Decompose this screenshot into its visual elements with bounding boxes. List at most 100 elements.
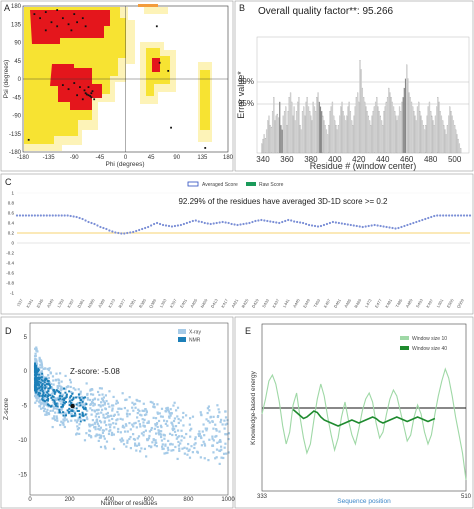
errat-95-label: 95%	[238, 99, 254, 108]
prosa-xray-point	[61, 393, 65, 396]
errat-bar	[352, 125, 354, 154]
errat-bar	[443, 125, 445, 154]
verify3d-residue-label: A421	[230, 297, 239, 308]
prosa-xray-point	[161, 415, 164, 418]
prosa-xray-point	[205, 427, 209, 430]
verify3d-residue-label: A369	[97, 297, 106, 308]
verify3d-point	[66, 214, 69, 217]
prosa-nmr-point	[49, 405, 52, 408]
prosa-xray-point	[128, 421, 131, 425]
prosa-xray-point	[107, 402, 110, 405]
prosa-xray-point	[162, 447, 165, 450]
verify3d-point	[409, 222, 412, 226]
prosa-xray-point	[94, 435, 97, 438]
rama-point	[39, 17, 41, 20]
verify3d-point	[385, 225, 388, 229]
prosa-xray-point	[69, 385, 72, 389]
prosa-xray-point	[149, 400, 152, 404]
prosa-nmr-point	[38, 383, 41, 386]
prosa-xray-point	[156, 425, 159, 429]
verify3d-point	[352, 224, 355, 227]
prosa-xray-point	[63, 419, 66, 422]
errat-bar	[388, 87, 390, 154]
prosa-xray-point	[135, 444, 139, 447]
prosa-x-tick: 800	[183, 497, 194, 503]
verify3d-point	[45, 214, 48, 217]
errat-bar	[436, 106, 438, 154]
prosa-xray-point	[208, 409, 211, 412]
prosa-xray-point	[180, 429, 183, 432]
prosa-xray-point	[145, 409, 148, 412]
verify3d-point	[453, 214, 457, 217]
prosa-nmr-point	[73, 414, 76, 417]
prosa-xray-point	[70, 390, 73, 394]
errat-bar	[311, 120, 313, 154]
verify3d-point	[418, 219, 421, 223]
prosa-xray-point	[173, 430, 177, 433]
prosa-xray-point	[42, 385, 45, 388]
verify3d-point	[343, 222, 346, 226]
prosa-nmr-point	[81, 414, 84, 417]
prosa-nmr-point	[41, 372, 44, 375]
errat-bar	[337, 125, 340, 154]
verify3d-residue-label: Q389	[148, 297, 158, 309]
prosa-xray-point	[81, 418, 85, 422]
errat-bar	[358, 101, 360, 154]
errat-x-tick: 360	[280, 155, 294, 164]
prosa-xray-point	[45, 413, 48, 416]
prosa-xray-point	[131, 401, 134, 404]
prosa-xray-point	[159, 433, 162, 436]
verify3d-point	[218, 221, 221, 224]
prosa-xray-point	[93, 403, 96, 406]
errat-bar	[379, 115, 381, 154]
prosa-xray-point	[215, 428, 218, 431]
prosa-nmr-point	[44, 394, 47, 397]
prosa-xray-point	[91, 398, 95, 402]
prosa-xray-point	[190, 445, 193, 448]
verify3d-y-tick: -1	[10, 291, 14, 296]
prosa-xray-point	[119, 438, 122, 441]
prosa-nmr-point	[54, 403, 57, 406]
errat-bar	[408, 92, 410, 154]
prosa-xray-point	[138, 409, 141, 413]
prosa-xray-point	[100, 411, 103, 414]
prosa-xray-point	[143, 447, 147, 450]
rama-point	[87, 86, 90, 89]
prosa-xray-point	[55, 379, 58, 382]
prosa-xray-point	[166, 451, 169, 454]
verify3d-annotation: 92.29% of the residues have averaged 3D-…	[178, 197, 388, 206]
errat-bar	[398, 106, 401, 154]
prosa-xray-point	[159, 415, 163, 418]
prosa-xray-point	[58, 384, 61, 388]
rama-point	[158, 61, 161, 64]
errat-bar	[362, 97, 365, 154]
prosa-xray-point	[76, 396, 80, 399]
errat-bar	[372, 111, 374, 154]
prosa-xray-point	[153, 444, 156, 447]
errat-bar	[310, 115, 312, 154]
prosa-xray-point	[125, 424, 128, 427]
verify3d-residue-label: Q509	[456, 297, 466, 309]
prosa-nmr-point	[59, 392, 62, 395]
prosa-nmr-point	[35, 386, 38, 389]
verify3d-point	[105, 227, 108, 231]
prosa-xray-point	[41, 366, 44, 369]
prosa-xray-point	[110, 433, 113, 437]
verify3d-point	[406, 223, 409, 227]
errat-bar	[442, 120, 444, 154]
verify3d-point	[126, 231, 129, 235]
verify3d-point	[456, 214, 460, 217]
verify3d-point	[51, 214, 54, 217]
prosa-xray-point	[207, 419, 210, 423]
prosa-nmr-point	[38, 386, 41, 389]
prosa-nmr-point	[44, 387, 47, 390]
verify3d-point	[397, 226, 400, 230]
prosa-xray-point	[59, 388, 62, 391]
errat-bar	[287, 111, 289, 154]
errat-bar	[454, 125, 456, 154]
verify3d-point	[334, 221, 337, 224]
panel-d-frame	[0, 316, 234, 509]
prosa-xray-point	[73, 410, 76, 414]
rama-point	[93, 98, 96, 101]
prosa-xray-point	[95, 408, 99, 412]
